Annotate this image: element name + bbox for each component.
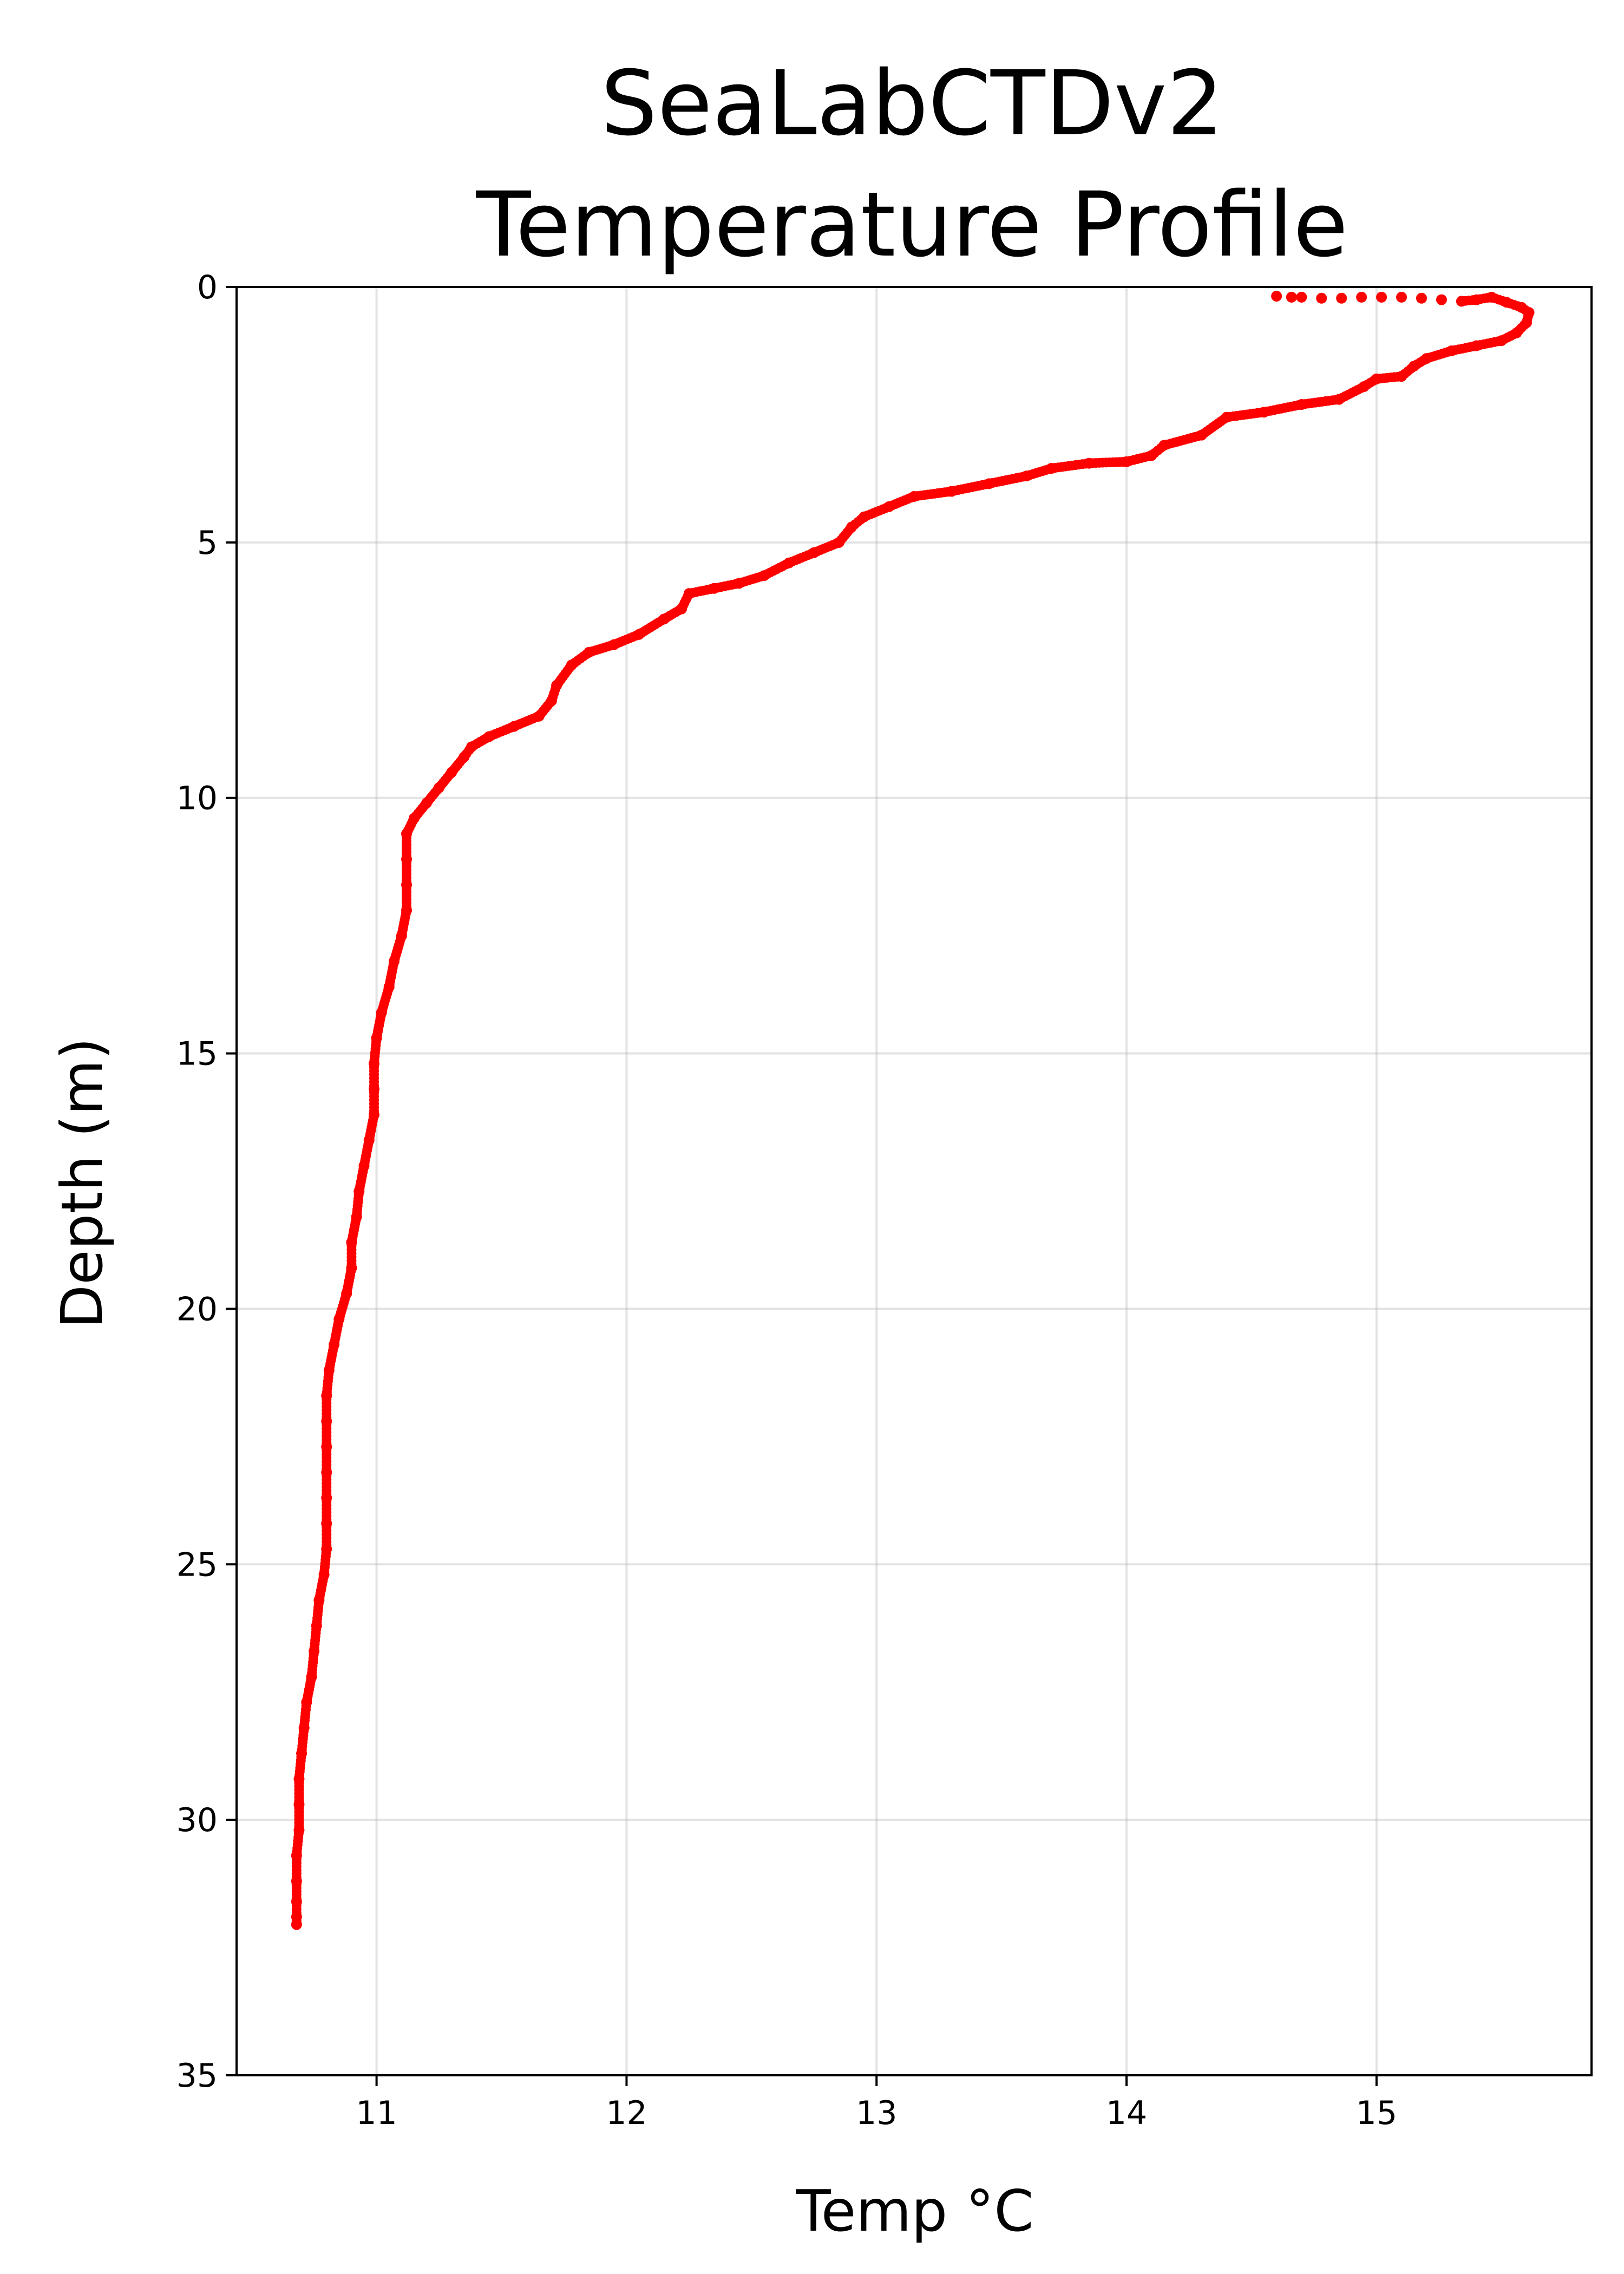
- x-tick-label: 14: [1106, 2094, 1147, 2132]
- y-tick-label: 10: [176, 780, 218, 818]
- plot-frame: [235, 286, 1593, 2076]
- data-point: [1271, 290, 1282, 302]
- y-axis-ticks: 0 5 10 15 20 25 30 35: [176, 269, 237, 2095]
- data-points: [291, 290, 1535, 1930]
- y-tick-label: 25: [176, 1546, 218, 1584]
- x-axis-ticks: 11 12 13 14 15: [356, 2075, 1397, 2132]
- data-point: [1376, 291, 1387, 303]
- data-point: [1356, 291, 1367, 303]
- y-tick-label: 20: [176, 1290, 218, 1328]
- y-tick-label: 5: [197, 524, 218, 562]
- data-point: [1316, 292, 1327, 304]
- data-point: [1416, 292, 1427, 304]
- data-point: [1436, 294, 1447, 305]
- chart-title-line-2: Temperature Profile: [476, 173, 1348, 277]
- grid-lines: [237, 287, 1592, 2075]
- data-point: [1336, 292, 1347, 304]
- y-tick-label: 30: [176, 1801, 218, 1839]
- x-tick-label: 13: [856, 2094, 897, 2132]
- y-tick-label: 35: [176, 2057, 218, 2095]
- x-tick-label: 12: [606, 2094, 647, 2132]
- x-axis-label: Temp °C: [795, 2178, 1033, 2244]
- data-point: [1286, 291, 1297, 303]
- chart-title-line-1: SeaLabCTDv2: [601, 51, 1224, 155]
- y-axis-label: Depth (m): [49, 1037, 115, 1328]
- data-point: [291, 1919, 302, 1930]
- data-point: [1396, 291, 1407, 303]
- data-point: [1296, 291, 1307, 303]
- y-tick-label: 15: [176, 1035, 218, 1073]
- y-tick-label: 0: [197, 269, 218, 306]
- x-tick-label: 15: [1356, 2094, 1397, 2132]
- x-tick-label: 11: [356, 2094, 397, 2132]
